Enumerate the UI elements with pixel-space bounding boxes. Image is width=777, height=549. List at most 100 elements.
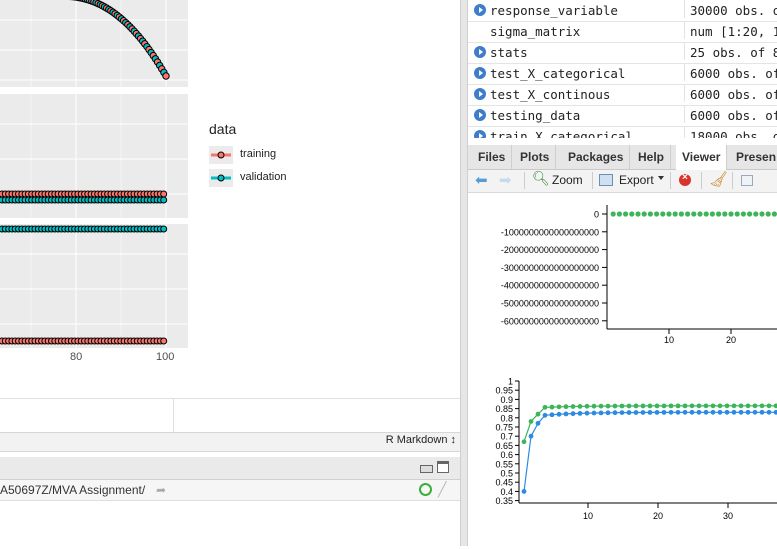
chart-1-point (772, 211, 777, 216)
pane-splitter[interactable] (460, 0, 468, 546)
maximize-icon[interactable] (437, 461, 449, 473)
expand-icon[interactable] (474, 130, 486, 138)
chart-2-point (732, 403, 737, 408)
chevron-down-icon[interactable] (658, 176, 664, 180)
facet-panel-2 (0, 94, 188, 218)
expand-icon[interactable] (474, 46, 486, 58)
export-button[interactable]: Export (619, 173, 654, 187)
tab-files[interactable]: Files (472, 145, 512, 169)
chart-1-point (691, 211, 696, 216)
env-var-value: 6000 obs. of (684, 63, 777, 81)
tab-packages[interactable]: Packages (562, 145, 630, 169)
file-type-select[interactable]: R Markdown ↕ (386, 434, 456, 446)
env-row[interactable]: train_X_categorical 18000 obs. o (468, 126, 777, 138)
legend-title: data (209, 121, 236, 137)
chart-2-point (774, 410, 777, 415)
chart-2-point (620, 404, 625, 409)
chart-2-point (522, 439, 527, 444)
chart-2-point (585, 411, 590, 416)
env-row[interactable]: testing_data 6000 obs. of (468, 105, 777, 127)
chart-2-point (550, 405, 555, 410)
chart-2-point (529, 419, 534, 424)
chart-1-point (735, 211, 740, 216)
session-status-icon[interactable] (419, 483, 432, 496)
chart-1-point (722, 211, 727, 216)
export-icon[interactable] (599, 174, 613, 186)
chart-2-point (543, 413, 548, 418)
chart-2-point (585, 404, 590, 409)
env-row[interactable]: test_X_categorical 6000 obs. of (468, 63, 777, 85)
f2-point (161, 197, 167, 203)
chart-2-point (676, 403, 681, 408)
minimize-icon[interactable] (420, 465, 433, 473)
remove-icon[interactable]: × (679, 174, 691, 186)
env-row[interactable]: test_X_continous 6000 obs. of (468, 84, 777, 106)
chart-2-point (571, 411, 576, 416)
chart-2-point (592, 404, 597, 409)
chart-2-point (732, 410, 737, 415)
chart-2-point (690, 410, 695, 415)
tab-plots[interactable]: Plots (514, 145, 556, 169)
chart-2-point (578, 411, 583, 416)
facet-2-plot (0, 94, 188, 218)
divider (592, 172, 593, 189)
chart-2-point (550, 412, 555, 417)
chart-1-point (685, 211, 690, 216)
expand-icon[interactable] (474, 67, 486, 79)
zoom-icon[interactable]: 🔍︎ (532, 170, 550, 187)
navigate-arrow-icon[interactable]: ➦ (156, 483, 166, 497)
env-var-value: num [1:20, 1 (684, 21, 777, 39)
chart-2-x-tick-label: 30 (723, 511, 733, 521)
expand-icon[interactable] (474, 4, 486, 16)
chart-2-point (648, 404, 653, 409)
env-row[interactable]: sigma_matrix num [1:20, 1 (468, 21, 777, 43)
expand-icon[interactable] (474, 88, 486, 100)
chart-2-point (718, 410, 723, 415)
editor-area[interactable] (0, 398, 460, 433)
chart-1-y-tick-label: 0 (594, 210, 599, 220)
forward-arrow-icon[interactable]: ➡ (499, 171, 512, 189)
chart-1-y-tick-label: -4000000000000000000 (501, 281, 599, 291)
facet-1-plot (0, 0, 188, 87)
env-var-name: response_variable (490, 3, 618, 18)
chart-1-y-tick-label: -5000000000000000000 (501, 299, 599, 309)
chart-2-point (767, 410, 772, 415)
chart-2-point (641, 404, 646, 409)
facet-1-point (163, 73, 169, 79)
editor-status-bar: R Markdown ↕ (0, 432, 460, 452)
viewer-charts: 0-1000000000000000000-200000000000000000… (468, 193, 777, 546)
chart-2-point (564, 412, 569, 417)
env-var-value: 18000 obs. o (684, 126, 777, 138)
chart-2-point (760, 410, 765, 415)
broom-icon[interactable]: 🧹︎ (709, 170, 728, 188)
env-row[interactable]: stats 25 obs. of 8 (468, 42, 777, 64)
chart-1-point (660, 211, 665, 216)
tab-help[interactable]: Help (632, 145, 671, 169)
back-arrow-icon[interactable]: ⬅ (475, 171, 488, 189)
chart-2-point (606, 410, 611, 415)
popout-icon[interactable] (741, 175, 753, 186)
divider (701, 172, 702, 189)
chart-2-point (767, 403, 772, 408)
broom-icon[interactable]: ╱ (438, 481, 446, 498)
chart-1-y-tick-label: -2000000000000000000 (501, 245, 599, 255)
env-var-name: test_X_categorical (490, 66, 625, 81)
expand-icon[interactable] (474, 109, 486, 121)
f3-point (161, 226, 167, 232)
env-var-name: testing_data (490, 108, 580, 123)
x-tick-label: 100 (156, 351, 174, 363)
chart-2-point (697, 403, 702, 408)
chart-1-point (766, 211, 771, 216)
zoom-button[interactable]: Zoom (552, 173, 583, 187)
chart-1-point (642, 211, 647, 216)
console-working-dir: A50697Z/MVA Assignment/ (0, 483, 145, 497)
chart-2-point (529, 434, 534, 439)
tab-viewer[interactable]: Viewer (676, 145, 727, 170)
chart-2-point (557, 404, 562, 409)
chart-2-point (599, 410, 604, 415)
tab-presentation[interactable]: Presen (730, 145, 777, 169)
facet-3-plot (0, 224, 188, 348)
chart-1-point (648, 211, 653, 216)
env-var-value: 6000 obs. of (684, 105, 777, 123)
env-row[interactable]: response_variable 30000 obs. o (468, 0, 777, 22)
